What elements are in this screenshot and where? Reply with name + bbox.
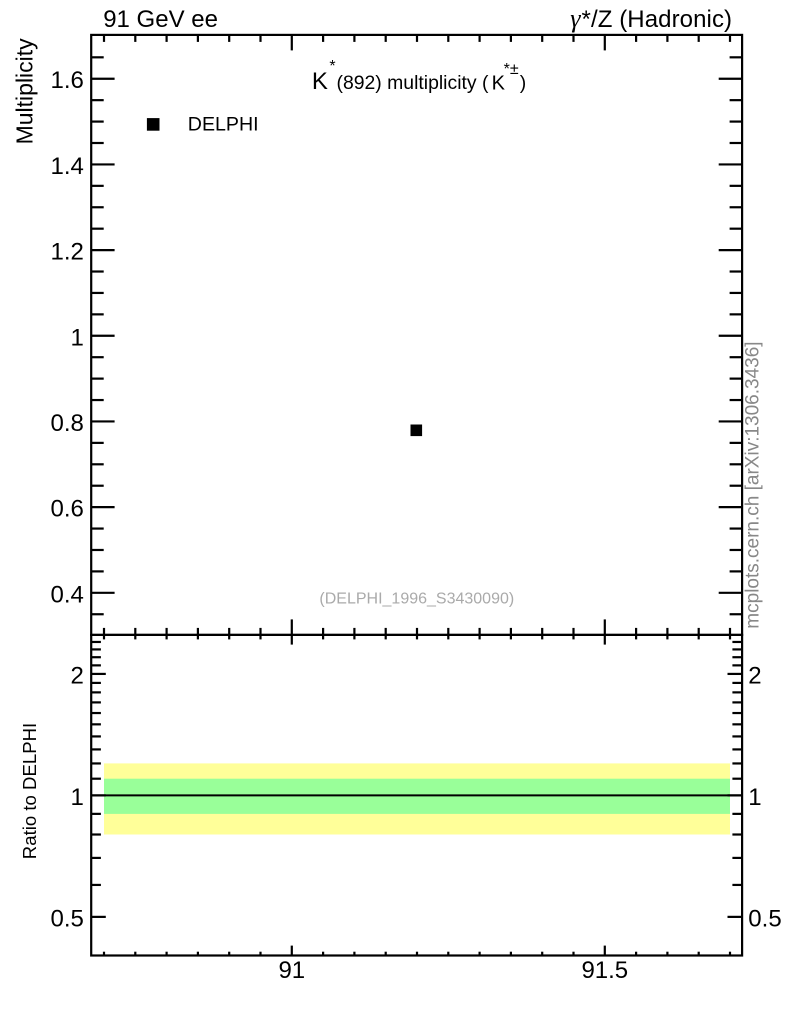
svg-text:Multiplicity: Multiplicity xyxy=(11,38,37,145)
svg-text:*±: *± xyxy=(504,61,519,78)
svg-text:0.4: 0.4 xyxy=(51,581,84,608)
svg-text:1: 1 xyxy=(71,324,84,351)
svg-text:γ*/Z (Hadronic): γ*/Z (Hadronic) xyxy=(570,4,732,33)
svg-text:1.6: 1.6 xyxy=(51,67,84,94)
svg-text:1.2: 1.2 xyxy=(51,239,84,266)
svg-text:(892) multiplicity (: (892) multiplicity ( xyxy=(337,72,489,94)
svg-text:(DELPHI_1996_S3430090): (DELPHI_1996_S3430090) xyxy=(319,591,514,608)
svg-text:K: K xyxy=(492,72,506,94)
svg-text:0.5: 0.5 xyxy=(748,905,781,932)
svg-text:K: K xyxy=(312,68,328,95)
svg-text:91: 91 xyxy=(278,957,305,984)
svg-text:91 GeV ee: 91 GeV ee xyxy=(103,6,218,33)
svg-text:91.5: 91.5 xyxy=(581,957,628,984)
svg-text:0.5: 0.5 xyxy=(51,905,84,932)
svg-text:): ) xyxy=(520,72,526,94)
svg-text:mcplots.cern.ch [arXiv:1306.34: mcplots.cern.ch [arXiv:1306.3436] xyxy=(742,341,763,628)
svg-text:0.6: 0.6 xyxy=(51,496,84,523)
svg-text:1: 1 xyxy=(71,784,84,811)
svg-text:2: 2 xyxy=(748,662,761,689)
svg-text:1: 1 xyxy=(748,784,761,811)
svg-text:0.8: 0.8 xyxy=(51,410,84,437)
svg-text:1.4: 1.4 xyxy=(51,153,84,180)
svg-text:2: 2 xyxy=(71,662,84,689)
svg-text:DELPHI: DELPHI xyxy=(188,114,259,136)
svg-text:*: * xyxy=(329,58,335,75)
svg-text:Ratio to DELPHI: Ratio to DELPHI xyxy=(19,723,40,859)
